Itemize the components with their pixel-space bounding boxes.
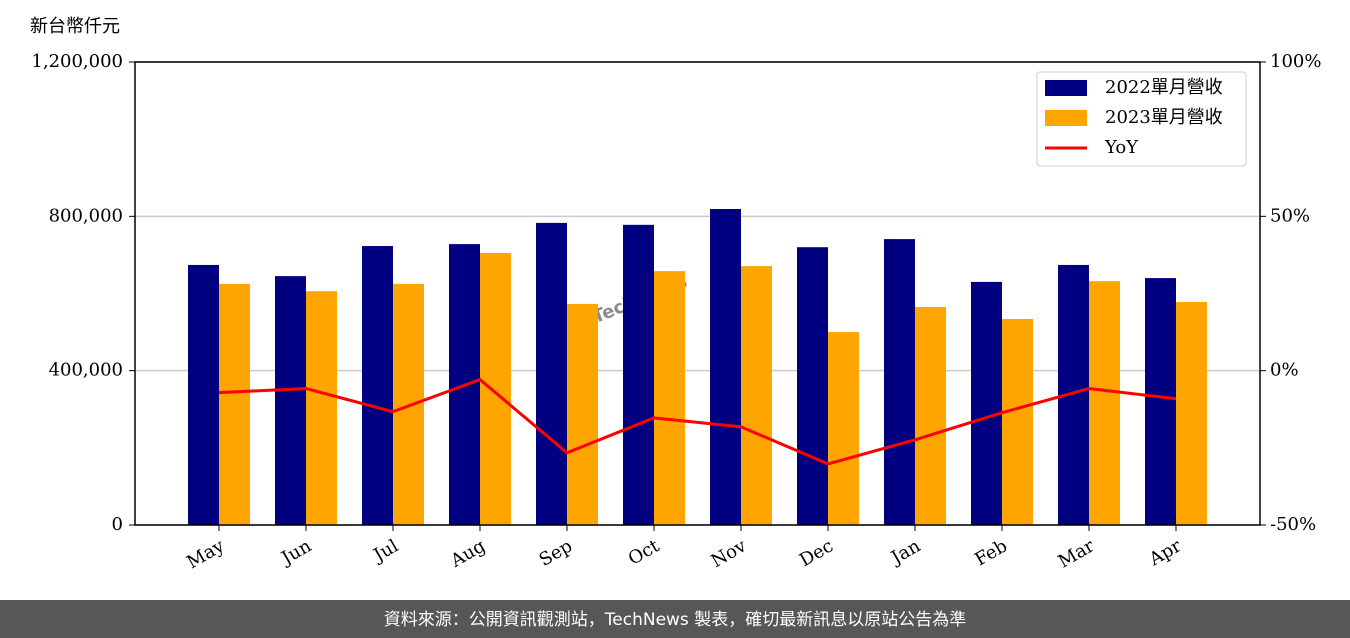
- footer-bar: [0, 600, 1350, 638]
- y-tick-label: 1,200,000: [31, 51, 123, 72]
- y-tick-label: 800,000: [49, 205, 123, 226]
- legend-swatch: [1045, 80, 1087, 96]
- x-tick-label: Apr: [1145, 535, 1185, 570]
- y-tick-label: 0: [112, 514, 123, 535]
- x-tick-label: Aug: [446, 535, 489, 572]
- legend-label: 2023單月營收: [1105, 107, 1223, 128]
- x-tick-label: Jul: [368, 535, 402, 567]
- y2-tick-label: 0%: [1270, 360, 1299, 381]
- bar: [275, 276, 306, 525]
- bar: [741, 266, 772, 525]
- bar: [828, 332, 859, 525]
- x-tick-label: Sep: [536, 535, 576, 570]
- bar: [654, 271, 685, 525]
- bar: [915, 307, 946, 525]
- x-tick-label: Dec: [796, 535, 837, 571]
- x-tick-label: Jun: [276, 535, 315, 570]
- legend-box: [1036, 71, 1247, 167]
- y-tick-label: 400,000: [49, 360, 123, 381]
- bar: [710, 209, 741, 525]
- bar: [219, 283, 250, 525]
- plot-frame: [134, 61, 1261, 526]
- yoy-line: [218, 377, 1177, 466]
- x-tick-label: Jan: [886, 535, 924, 569]
- bar: [188, 264, 219, 525]
- bar: [536, 222, 567, 525]
- legend-swatch: [1045, 110, 1087, 126]
- x-tick-label: May: [183, 535, 228, 573]
- footer: 資料來源：公開資訊觀測站，TechNews 製表，確切最新訊息以原站公告為準: [384, 610, 966, 630]
- x-tick-label: Oct: [625, 535, 664, 570]
- bar: [1145, 278, 1176, 525]
- y2-tick-label: 100%: [1270, 51, 1321, 72]
- bar: [797, 247, 828, 525]
- bar: [306, 291, 337, 525]
- bar: [362, 246, 393, 526]
- legend-label: YoY: [1104, 137, 1139, 158]
- bar: [884, 239, 915, 525]
- bar: [1176, 301, 1207, 525]
- bar: [480, 252, 511, 526]
- x-tick-label: Feb: [971, 535, 1011, 570]
- y2-tick-label: -50%: [1270, 514, 1316, 535]
- bar: [623, 224, 654, 526]
- x-tick-label: Mar: [1055, 535, 1099, 572]
- y-axis-label: 新台幣仟元: [30, 16, 120, 37]
- bar: [1089, 281, 1120, 525]
- bar: [567, 303, 598, 525]
- y2-tick-label: 50%: [1270, 205, 1310, 226]
- x-tick-label: Nov: [708, 535, 751, 572]
- bar: [971, 281, 1002, 525]
- bar: [1002, 318, 1033, 525]
- legend-label: 2022單月營收: [1105, 77, 1223, 98]
